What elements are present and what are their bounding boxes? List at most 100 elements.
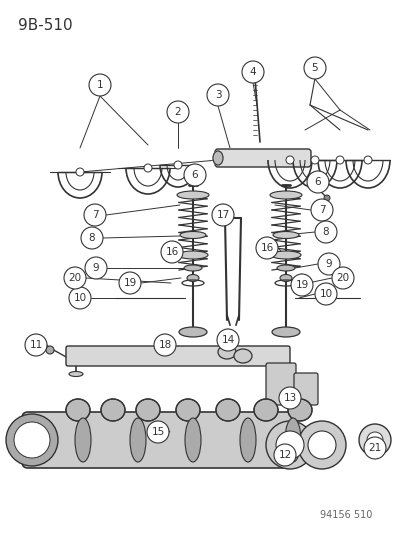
- Ellipse shape: [284, 418, 300, 462]
- Circle shape: [306, 171, 328, 193]
- Circle shape: [290, 274, 312, 296]
- Ellipse shape: [271, 327, 299, 337]
- Text: 6: 6: [191, 170, 198, 180]
- Circle shape: [216, 329, 238, 351]
- Circle shape: [266, 421, 313, 469]
- Circle shape: [314, 283, 336, 305]
- Ellipse shape: [276, 265, 294, 271]
- Circle shape: [161, 241, 183, 263]
- Text: 11: 11: [29, 340, 43, 350]
- Ellipse shape: [178, 251, 207, 259]
- Text: 3: 3: [214, 90, 221, 100]
- Circle shape: [278, 387, 300, 409]
- Ellipse shape: [177, 191, 209, 199]
- Text: 5: 5: [311, 63, 318, 73]
- Ellipse shape: [180, 231, 206, 238]
- Circle shape: [173, 161, 182, 169]
- Text: 19: 19: [294, 280, 308, 290]
- Text: 20: 20: [68, 273, 81, 283]
- Circle shape: [119, 272, 141, 294]
- Ellipse shape: [254, 399, 277, 421]
- Text: 94156 510: 94156 510: [319, 510, 371, 520]
- Ellipse shape: [187, 274, 199, 281]
- Text: 6: 6: [314, 177, 320, 187]
- Text: 20: 20: [336, 273, 349, 283]
- Circle shape: [46, 346, 54, 354]
- Ellipse shape: [130, 418, 146, 462]
- Text: 12: 12: [278, 450, 291, 460]
- Text: 19: 19: [123, 278, 136, 288]
- Ellipse shape: [218, 345, 235, 359]
- Ellipse shape: [136, 399, 159, 421]
- Circle shape: [303, 57, 325, 79]
- Text: 14: 14: [221, 335, 234, 345]
- Ellipse shape: [183, 265, 202, 271]
- Ellipse shape: [269, 191, 301, 199]
- Circle shape: [64, 267, 86, 289]
- Circle shape: [183, 164, 206, 186]
- Circle shape: [310, 199, 332, 221]
- Text: 2: 2: [174, 107, 181, 117]
- Ellipse shape: [279, 274, 291, 281]
- Circle shape: [358, 424, 390, 456]
- Ellipse shape: [233, 349, 252, 363]
- Ellipse shape: [271, 251, 300, 259]
- Circle shape: [211, 204, 233, 226]
- Text: 8: 8: [322, 227, 328, 237]
- Text: 9: 9: [325, 259, 332, 269]
- Circle shape: [166, 101, 189, 123]
- Text: 16: 16: [260, 243, 273, 253]
- Ellipse shape: [272, 372, 286, 376]
- Circle shape: [363, 437, 385, 459]
- Ellipse shape: [212, 151, 223, 165]
- Text: 4: 4: [249, 67, 256, 77]
- Circle shape: [81, 227, 103, 249]
- Text: 15: 15: [151, 427, 164, 437]
- Ellipse shape: [101, 399, 125, 421]
- Circle shape: [255, 237, 277, 259]
- Ellipse shape: [240, 418, 255, 462]
- Circle shape: [297, 421, 345, 469]
- Text: 16: 16: [165, 247, 178, 257]
- Circle shape: [317, 253, 339, 275]
- Ellipse shape: [272, 231, 298, 238]
- Circle shape: [144, 164, 152, 172]
- Circle shape: [285, 156, 293, 164]
- Text: 1: 1: [97, 80, 103, 90]
- Text: 17: 17: [216, 210, 229, 220]
- Circle shape: [307, 431, 335, 459]
- Circle shape: [275, 431, 303, 459]
- Circle shape: [76, 168, 84, 176]
- Ellipse shape: [69, 372, 83, 376]
- Text: 9: 9: [93, 263, 99, 273]
- Text: 18: 18: [158, 340, 171, 350]
- FancyBboxPatch shape: [22, 412, 293, 468]
- Circle shape: [69, 287, 91, 309]
- Circle shape: [154, 334, 176, 356]
- Circle shape: [314, 221, 336, 243]
- Circle shape: [6, 414, 58, 466]
- Text: 10: 10: [73, 293, 86, 303]
- Text: 10: 10: [319, 289, 332, 299]
- Circle shape: [335, 156, 343, 164]
- FancyBboxPatch shape: [266, 363, 295, 405]
- FancyBboxPatch shape: [214, 149, 310, 167]
- Circle shape: [25, 334, 47, 356]
- FancyBboxPatch shape: [293, 373, 317, 405]
- Text: 7: 7: [91, 210, 98, 220]
- Circle shape: [310, 156, 318, 164]
- Ellipse shape: [192, 169, 201, 179]
- Circle shape: [323, 195, 329, 201]
- Text: 13: 13: [282, 393, 296, 403]
- Circle shape: [363, 156, 371, 164]
- Ellipse shape: [75, 418, 91, 462]
- Text: 7: 7: [318, 205, 325, 215]
- Circle shape: [273, 444, 295, 466]
- Ellipse shape: [176, 399, 199, 421]
- Ellipse shape: [216, 399, 240, 421]
- Circle shape: [85, 257, 107, 279]
- Ellipse shape: [317, 177, 324, 187]
- Ellipse shape: [287, 399, 311, 421]
- Ellipse shape: [185, 418, 201, 462]
- Text: 21: 21: [368, 443, 381, 453]
